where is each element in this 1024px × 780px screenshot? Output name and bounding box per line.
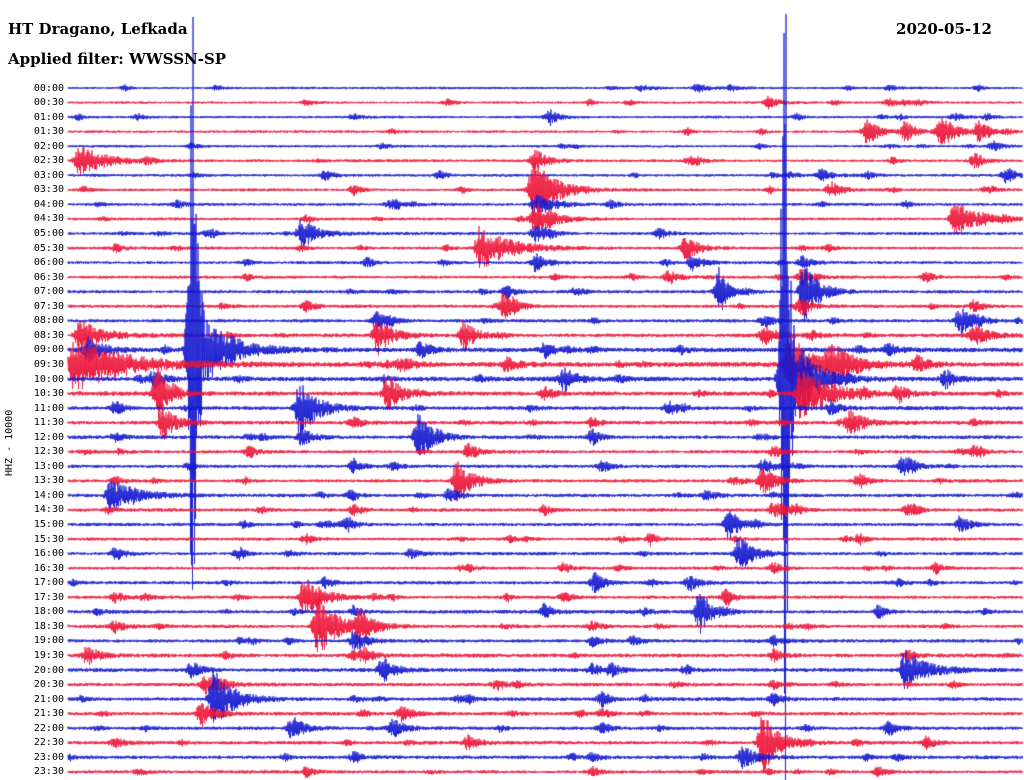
time-label: 22:30 (33, 737, 64, 749)
time-label: 21:30 (33, 708, 64, 720)
time-label: 19:00 (33, 635, 64, 647)
time-label: 18:30 (33, 620, 64, 632)
time-label: 15:00 (33, 519, 64, 530)
time-label: 02:00 (33, 140, 64, 152)
time-label: 15:30 (33, 533, 64, 545)
time-label: 23:00 (33, 751, 64, 763)
time-label: 13:30 (33, 475, 64, 487)
time-label: 07:30 (33, 300, 64, 312)
time-label: 04:30 (33, 213, 64, 225)
time-label: 17:30 (33, 591, 64, 603)
time-label: 01:30 (33, 126, 64, 138)
time-label: 05:00 (33, 228, 64, 239)
time-label: 08:00 (33, 315, 64, 327)
time-label: 22:00 (33, 722, 64, 734)
time-label: 03:30 (33, 184, 64, 196)
time-label: 02:30 (33, 155, 64, 167)
time-label: 16:00 (33, 548, 64, 560)
filter-label: Applied filter: WWSSN-SP (8, 50, 227, 68)
date-label: 2020-05-12 (896, 20, 992, 38)
time-label: 13:00 (33, 460, 64, 472)
time-label: 14:30 (33, 504, 64, 516)
station-title: HT Dragano, Lefkada (8, 20, 188, 38)
time-label: 17:00 (33, 577, 64, 589)
time-label: 09:00 (33, 344, 64, 356)
time-label: 10:30 (33, 388, 64, 400)
time-label: 23:30 (33, 766, 64, 778)
time-label: 08:30 (33, 329, 64, 341)
time-label: 16:30 (33, 562, 64, 574)
time-label: 06:00 (33, 257, 64, 269)
time-label: 19:30 (33, 649, 64, 661)
time-label: 14:00 (33, 489, 64, 501)
time-label: 09:30 (33, 358, 64, 370)
channel-scale-label: HHZ - 10000 (4, 409, 15, 476)
time-label: 11:30 (33, 417, 64, 429)
time-label: 00:00 (33, 82, 64, 94)
time-label: 01:00 (33, 111, 64, 123)
time-label: 20:30 (33, 679, 64, 691)
time-label: 18:00 (33, 606, 64, 618)
time-label: 06:30 (33, 271, 64, 283)
time-label: 20:00 (33, 664, 64, 676)
time-label: 12:30 (33, 446, 64, 458)
time-label: 10:00 (33, 373, 64, 385)
time-label: 00:30 (33, 97, 64, 109)
time-label: 11:00 (33, 402, 64, 414)
time-label: 21:00 (33, 693, 64, 705)
time-label: 07:00 (33, 286, 64, 298)
time-label: 05:30 (33, 242, 64, 254)
time-label: 04:00 (33, 198, 64, 210)
time-label: 12:00 (33, 431, 64, 443)
time-label: 03:00 (33, 169, 64, 181)
